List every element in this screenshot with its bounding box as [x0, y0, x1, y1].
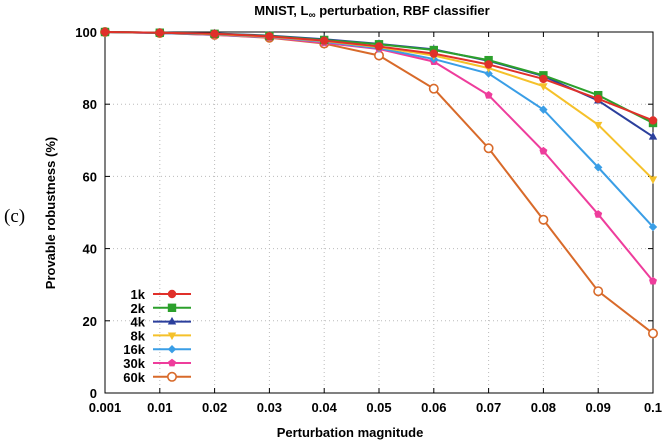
legend-label: 60k: [123, 370, 145, 385]
data-point: [484, 55, 493, 65]
data-point: [593, 286, 604, 297]
legend-label: 8k: [131, 328, 146, 343]
data-point: [320, 36, 329, 45]
data-point: [647, 328, 658, 339]
data-point: [648, 176, 658, 184]
legend-item-4k: 4k: [131, 315, 191, 330]
series-60k: [100, 26, 658, 339]
y-tick-label: 80: [83, 97, 97, 112]
legend-item-16k: 16k: [123, 342, 191, 357]
y-tick-label: 0: [90, 386, 97, 401]
x-tick-label: 0.05: [366, 400, 391, 415]
data-point: [484, 90, 493, 99]
x-tick-label: 0.04: [312, 400, 338, 415]
data-point: [539, 105, 548, 114]
x-tick-label: 0.07: [476, 400, 501, 415]
y-axis-label: Provable robustness (%): [43, 137, 58, 289]
chart-title-subscript: ∞: [308, 10, 315, 21]
data-point: [167, 332, 177, 341]
x-tick-label: 0.01: [147, 400, 172, 415]
x-tick-label: 0.02: [202, 400, 227, 415]
series-layer: [100, 26, 658, 339]
y-tick-label: 100: [75, 25, 97, 40]
data-point: [539, 146, 548, 155]
data-point: [210, 29, 219, 39]
y-tick-label: 60: [83, 169, 97, 184]
chart-title-rest: perturbation, RBF classifier: [316, 3, 490, 18]
data-point: [539, 83, 548, 91]
data-point: [373, 50, 384, 61]
data-point: [594, 163, 603, 172]
panel-label: (c): [4, 206, 25, 227]
data-point: [648, 222, 658, 232]
data-point: [428, 83, 439, 94]
legend-item-8k: 8k: [131, 328, 191, 343]
data-point: [648, 116, 658, 125]
axes: 0.001 0.01 0.02 0.03 0.04 0.05 0.06 0.07 0.08 0.0…: [75, 25, 662, 415]
legend-item-1k: 1k: [131, 287, 191, 302]
legend-item-60k: 60k: [123, 370, 191, 385]
series-line: [104, 31, 654, 228]
data-point: [155, 28, 164, 37]
chart-title: MNIST, L∞ perturbation, RBF classifier: [254, 3, 489, 21]
data-point: [167, 289, 177, 299]
legend-item-2k: 2k: [131, 301, 191, 316]
x-tick-label: 0.001: [89, 400, 122, 415]
x-tick-label: 0.1: [644, 400, 662, 415]
data-point: [167, 371, 178, 382]
series-1k: [100, 27, 658, 125]
legend-label: 2k: [131, 301, 146, 316]
x-tick-label: 0.06: [421, 400, 446, 415]
x-tick-label: 0.09: [586, 400, 611, 415]
data-point: [484, 60, 493, 69]
y-tick-label: 20: [83, 314, 97, 329]
data-point: [594, 210, 603, 218]
data-point: [594, 94, 603, 103]
data-point: [167, 345, 177, 354]
data-point: [649, 276, 657, 285]
data-point: [374, 42, 384, 51]
legend-item-30k: 30k: [123, 356, 191, 371]
x-axis-label: Perturbation magnitude: [277, 425, 424, 440]
data-point: [648, 131, 658, 140]
data-point: [167, 316, 177, 325]
data-point: [594, 121, 603, 130]
legend-label: 4k: [131, 315, 146, 330]
data-point: [539, 74, 548, 84]
x-tick-label: 0.08: [531, 400, 556, 415]
legend-label: 16k: [123, 342, 145, 357]
data-point: [265, 32, 274, 41]
x-tick-label: 0.03: [257, 400, 282, 415]
data-point: [483, 143, 494, 154]
data-point: [167, 303, 177, 312]
legend-label: 30k: [123, 356, 145, 371]
legend-label: 1k: [131, 287, 146, 302]
data-point: [168, 358, 176, 367]
data-point: [100, 27, 110, 37]
data-point: [538, 214, 549, 225]
data-point: [429, 49, 438, 58]
chart-title-main: MNIST, L: [254, 3, 308, 18]
y-tick-label: 40: [83, 242, 97, 257]
data-point: [484, 69, 493, 78]
